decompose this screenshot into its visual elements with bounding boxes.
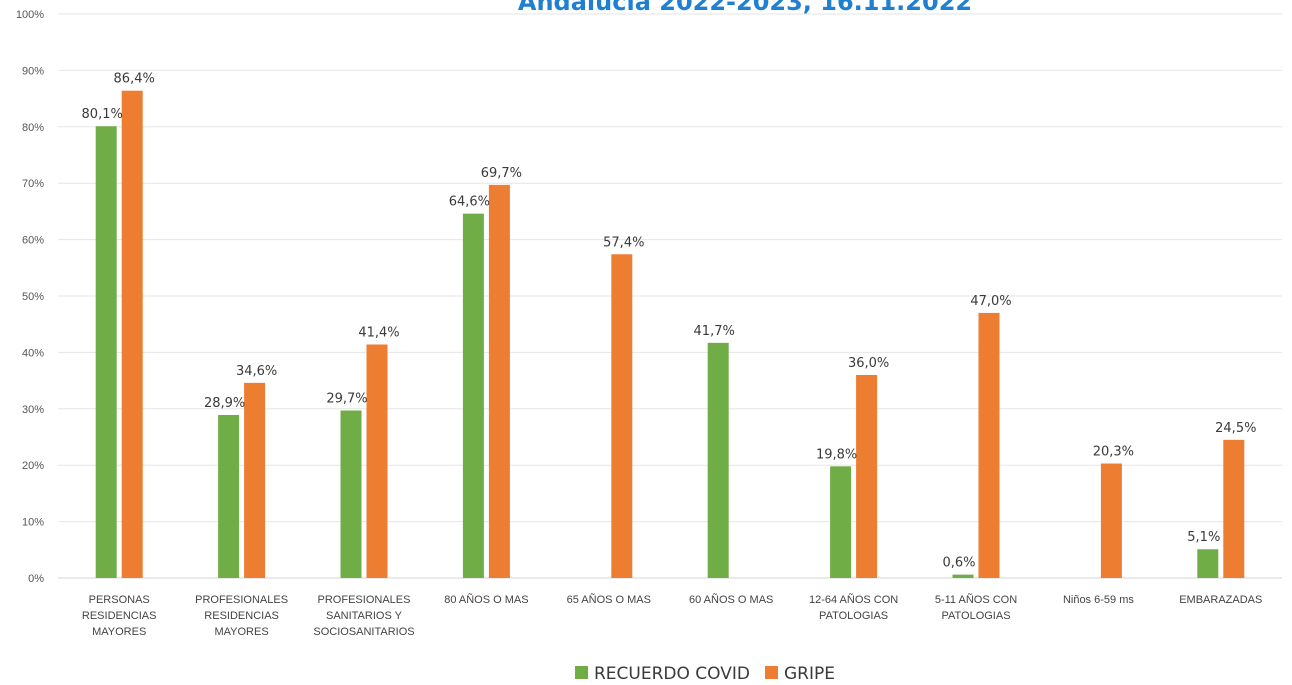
- covid-value-label: 28,9%: [204, 396, 245, 411]
- gripe-bar: [366, 344, 388, 578]
- covid-value-label: 41,7%: [694, 324, 735, 339]
- y-tick-label: 100%: [16, 9, 44, 21]
- gripe-value-label: 86,4%: [114, 72, 155, 87]
- bars: [95, 90, 1245, 579]
- covid-value-label: 29,7%: [326, 391, 367, 406]
- chart-title: Andalucía 2022-2023, 16.11.2022: [518, 0, 972, 16]
- category-label: 12-64 AÑOS CON: [809, 593, 898, 606]
- category-label: RESIDENCIAS: [204, 610, 279, 622]
- gripe-value-label: 41,4%: [358, 326, 399, 341]
- covid-bar: [952, 574, 974, 578]
- gripe-value-label: 69,7%: [481, 166, 522, 181]
- legend-label-covid: RECUERDO COVID: [594, 664, 750, 684]
- data-labels: 80,1% 86,4% 28,9% 34,6% 29,7% 41,4% 64,6% 69,7%…: [82, 72, 1257, 571]
- legend: RECUERDO COVID GRIPE: [575, 664, 835, 684]
- category-label: EMBARAZADAS: [1179, 594, 1262, 606]
- y-tick-label: 50%: [22, 291, 44, 303]
- gripe-bar: [611, 254, 633, 578]
- covid-value-label: 64,6%: [449, 195, 490, 210]
- covid-bar: [340, 410, 362, 578]
- category-label: PROFESIONALES: [318, 594, 411, 606]
- covid-bar: [95, 126, 117, 579]
- gripe-bar: [244, 382, 266, 578]
- category-label: Niños 6-59 ms: [1063, 594, 1134, 606]
- covid-bar: [830, 466, 852, 578]
- covid-bar: [218, 415, 240, 578]
- category-label: SANITARIOS Y: [326, 610, 403, 622]
- category-label: PATOLOGIAS: [941, 610, 1010, 622]
- gripe-value-label: 47,0%: [970, 294, 1011, 309]
- covid-value-label: 19,8%: [816, 447, 857, 462]
- category-label: 80 AÑOS O MAS: [444, 593, 528, 606]
- y-tick-label: 90%: [22, 65, 44, 77]
- covid-value-label: 5,1%: [1187, 530, 1220, 545]
- gripe-value-label: 20,3%: [1093, 445, 1134, 460]
- covid-bar: [462, 213, 484, 578]
- category-label: SOCIOSANITARIOS: [313, 626, 414, 638]
- category-label: 65 AÑOS O MAS: [567, 593, 651, 606]
- gripe-value-label: 34,6%: [236, 364, 277, 379]
- category-labels: PERSONAS RESIDENCIAS MAYORES PROFESIONALES R…: [82, 593, 1262, 638]
- y-tick-label: 10%: [22, 517, 44, 529]
- gripe-value-label: 57,4%: [603, 235, 644, 250]
- y-tick-label: 20%: [22, 460, 44, 472]
- category-label: MAYORES: [92, 626, 146, 638]
- y-tick-label: 70%: [22, 178, 44, 190]
- legend-swatch-covid: [575, 666, 588, 679]
- gridlines: [58, 13, 1282, 579]
- covid-bar: [707, 342, 729, 578]
- y-tick-label: 80%: [22, 122, 44, 134]
- gripe-bar: [856, 374, 878, 578]
- gripe-bar: [978, 312, 1000, 578]
- gripe-bar: [488, 184, 510, 578]
- category-label: PERSONAS: [89, 594, 150, 606]
- legend-label-gripe: GRIPE: [784, 664, 835, 684]
- y-tick-label: 0%: [28, 573, 44, 585]
- category-label: RESIDENCIAS: [82, 610, 157, 622]
- covid-value-label: 80,1%: [82, 107, 123, 122]
- gripe-bar: [1223, 439, 1245, 578]
- covid-value-label: 0,6%: [942, 556, 975, 571]
- y-tick-label: 30%: [22, 404, 44, 416]
- gripe-value-label: 36,0%: [848, 356, 889, 371]
- y-tick-label: 40%: [22, 347, 44, 359]
- gripe-bar: [1100, 463, 1122, 578]
- category-label: PROFESIONALES: [195, 594, 288, 606]
- covid-bar: [1197, 549, 1219, 578]
- category-label: MAYORES: [214, 626, 268, 638]
- category-label: 5-11 AÑOS CON: [935, 593, 1017, 606]
- category-label: 60 AÑOS O MAS: [689, 593, 773, 606]
- legend-swatch-gripe: [765, 666, 778, 679]
- category-label: PATOLOGIAS: [819, 610, 888, 622]
- gripe-value-label: 24,5%: [1215, 421, 1256, 436]
- gripe-bar: [121, 90, 143, 578]
- y-axis-ticks: 0% 10% 20% 30% 40% 50% 60% 70% 80% 90% 100%: [16, 9, 44, 585]
- y-tick-label: 60%: [22, 235, 44, 247]
